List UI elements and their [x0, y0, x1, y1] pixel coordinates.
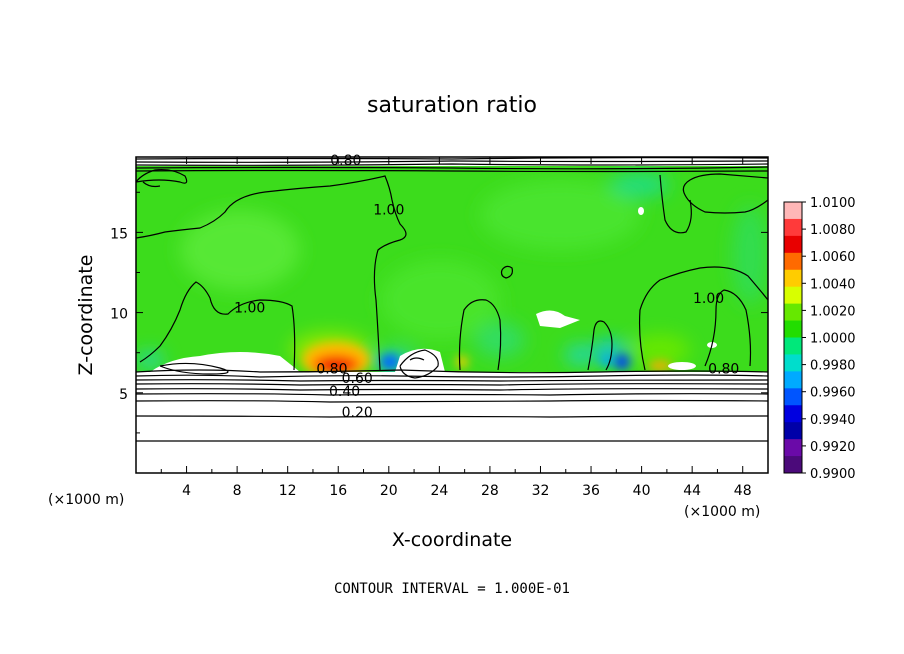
- x-tick-label: 24: [430, 483, 448, 499]
- contour-label: 1.00: [693, 291, 724, 307]
- x-tick-label: 28: [481, 483, 499, 499]
- y-axis-title: Z-coordinate: [75, 255, 97, 376]
- contour-label: 0.80: [708, 362, 739, 378]
- contour-label: 0.20: [342, 405, 373, 421]
- contour-label: 0.80: [330, 153, 361, 169]
- colorbar-swatch: [784, 371, 802, 389]
- contour-labels: 1.001.001.000.800.800.600.400.200.80: [234, 153, 739, 421]
- contour-interval-note: CONTOUR INTERVAL = 1.000E-01: [334, 581, 570, 597]
- colorbar-swatch: [784, 388, 802, 406]
- contour-label: 0.60: [342, 371, 373, 387]
- x-tick-label: 20: [380, 483, 398, 499]
- x-tick-label: 32: [532, 483, 550, 499]
- y-tick-label: 15: [110, 226, 128, 242]
- chart-title: saturation ratio: [367, 93, 537, 118]
- colorbar-swatch: [784, 202, 802, 220]
- colorbar-swatch: [784, 303, 802, 322]
- x-unit-label-right: (×1000 m): [684, 504, 760, 520]
- colorbar-swatch: [784, 320, 802, 338]
- colorbar-swatch: [784, 337, 802, 355]
- x-tick-label: 44: [683, 483, 701, 499]
- colorbar-swatch: [784, 405, 802, 423]
- x-tick-label: 16: [329, 483, 347, 499]
- y-axis: 5 10 15: [110, 191, 768, 434]
- colorbar-swatch: [784, 252, 802, 271]
- x-tick-label: 48: [734, 483, 752, 499]
- colorbar: 1.0100 1.0080 1.0060 1.0040 1.0020 1.0000 0.99…: [783, 196, 856, 482]
- colorbar-swatch: [784, 269, 802, 288]
- colorbar-label: 0.9900: [810, 467, 856, 482]
- colorbar-label: 0.9980: [810, 359, 856, 374]
- x-tick-label: 40: [633, 483, 651, 499]
- contour-label: 1.00: [234, 301, 265, 317]
- colorbar-swatch: [784, 218, 802, 237]
- colorbar-swatch: [784, 439, 802, 457]
- plot-area: [135, 156, 769, 474]
- colorbar-label: 0.9920: [810, 440, 856, 455]
- color-field: [136, 157, 768, 473]
- colorbar-swatch: [784, 235, 802, 254]
- y-tick-label: 5: [119, 387, 128, 403]
- colorbar-label: 0.9960: [810, 386, 856, 401]
- x-axis-title: X-coordinate: [392, 529, 512, 551]
- colorbar-label: 1.0020: [810, 304, 856, 319]
- colorbar-label: 1.0080: [810, 223, 856, 238]
- x-tick-label: 36: [582, 483, 600, 499]
- colorbar-label: 1.0100: [810, 196, 856, 211]
- y-tick-label: 10: [110, 307, 128, 323]
- colorbar-swatch: [784, 286, 802, 305]
- colorbar-label: 0.9940: [810, 413, 856, 428]
- x-tick-label: 4: [182, 483, 191, 499]
- x-axis: 4 8 12 16 20 24 28 32 36 40 44 48: [160, 157, 752, 499]
- contour-label: 1.00: [373, 203, 404, 219]
- x-tick-label: 12: [279, 483, 297, 499]
- colorbar-label: 1.0000: [810, 332, 856, 347]
- colorbar-label: 1.0040: [810, 277, 856, 292]
- x-unit-label-left: (×1000 m): [48, 492, 124, 508]
- contour-label: 0.40: [329, 384, 360, 400]
- colorbar-label: 1.0060: [810, 250, 856, 265]
- contour-label: 0.80: [316, 362, 347, 378]
- colorbar-swatch: [784, 422, 802, 440]
- x-tick-label: 8: [233, 483, 242, 499]
- colorbar-swatch: [784, 456, 802, 474]
- colorbar-swatch: [784, 354, 802, 372]
- contour-lines: [136, 157, 768, 442]
